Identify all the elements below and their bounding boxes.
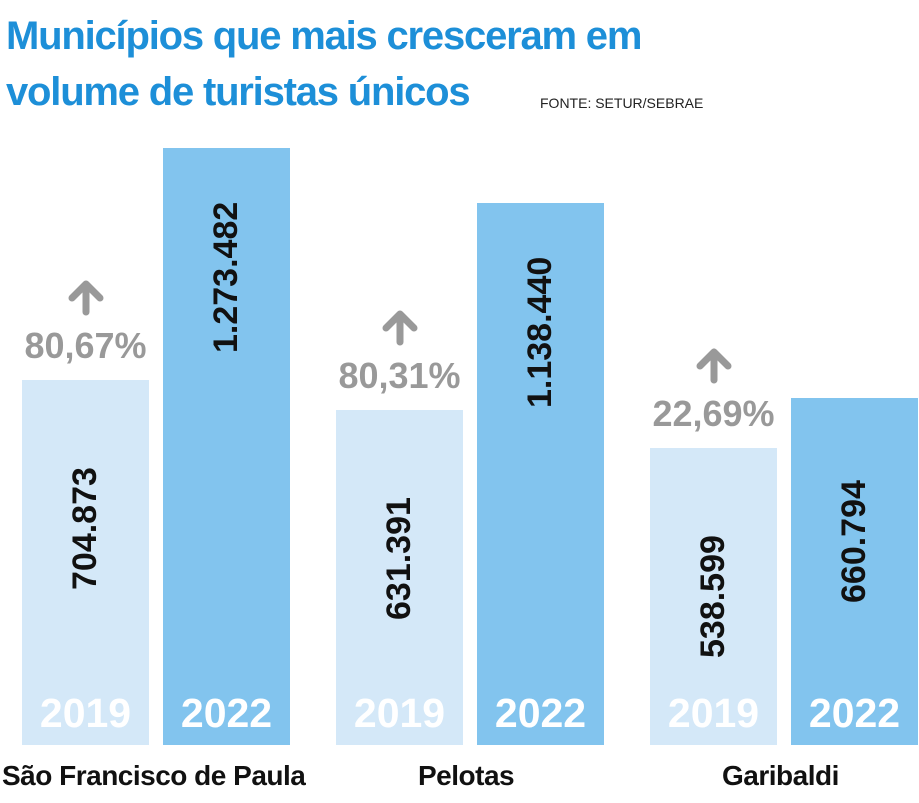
bar-2022: 2022 1.138.440 (477, 203, 604, 745)
value-label: 631.391 (379, 497, 418, 620)
value-label: 1.138.440 (520, 256, 559, 409)
chart-title-line1: Municípios que mais cresceram em (6, 14, 642, 58)
year-label: 2019 (353, 690, 446, 736)
source-label: FONTE: SETUR/SEBRAE (540, 95, 704, 111)
year-label: 2022 (808, 690, 901, 736)
year-label: 2019 (39, 690, 132, 736)
value-label: 1.273.482 (206, 201, 245, 354)
year-label: 2019 (667, 690, 760, 736)
growth-label: 80,67% (24, 325, 147, 366)
value-label: 660.794 (834, 480, 873, 603)
value-label: 538.599 (693, 534, 732, 658)
bar-2019: 2019 631.391 (336, 410, 463, 745)
category-label: Garibaldi (722, 760, 839, 791)
bar-2022: 2022 660.794 (791, 398, 918, 745)
arrow-up-icon (336, 310, 463, 351)
bar-2019: 2019 704.873 (22, 380, 149, 745)
bar-2022: 2022 1.273.482 (163, 148, 290, 745)
year-label: 2022 (180, 690, 273, 736)
year-label: 2022 (494, 690, 587, 736)
arrow-up-icon (650, 348, 777, 389)
chart-title-line2: volume de turistas únicos (6, 70, 471, 114)
value-label: 704.873 (65, 467, 104, 591)
bar-2019: 2019 538.599 (650, 447, 777, 745)
category-label: Pelotas (418, 760, 515, 791)
category-label: São Francisco de Paula (2, 760, 306, 791)
growth-label: 80,31% (338, 354, 461, 396)
growth-label: 22,69% (652, 392, 775, 434)
arrow-up-icon (22, 280, 149, 321)
